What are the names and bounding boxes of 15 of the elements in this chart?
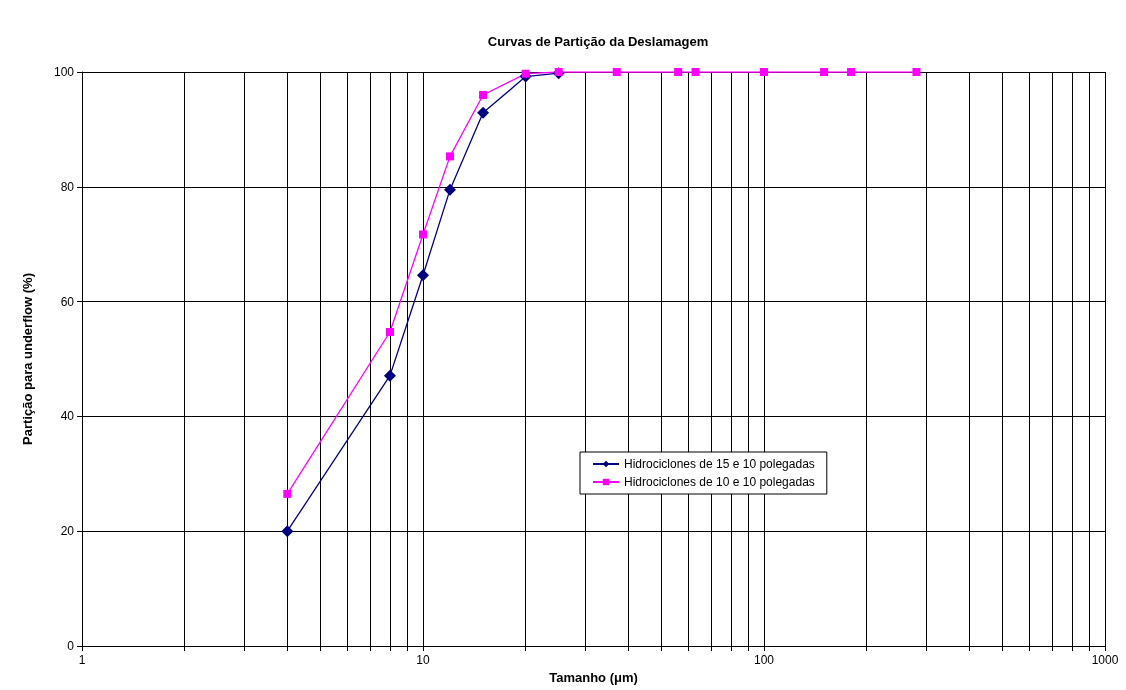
x-tick-label: 100 <box>753 653 775 667</box>
legend-label: Hidrociclones de 15 e 10 polegadas <box>624 457 815 471</box>
y-tick-label: 0 <box>67 639 75 653</box>
y-tick-label: 100 <box>53 65 75 79</box>
legend-label: Hidrociclones de 10 e 10 polegadas <box>624 475 815 489</box>
x-tick-label: 10 <box>416 653 430 667</box>
y-tick-label: 40 <box>60 409 75 424</box>
x-axis-title: Tamanho (μm) <box>549 669 638 685</box>
y-tick-label: 20 <box>60 524 75 539</box>
chart-title: Curvas de Partição da Deslamagem <box>487 34 709 49</box>
y-axis-title: Partição para underflow (%) <box>20 273 35 445</box>
y-tick-label: 80 <box>60 179 75 194</box>
x-tick-label: 1000 <box>1091 653 1119 667</box>
x-tick-label: 1 <box>78 653 86 667</box>
y-tick-label: 60 <box>60 294 75 309</box>
